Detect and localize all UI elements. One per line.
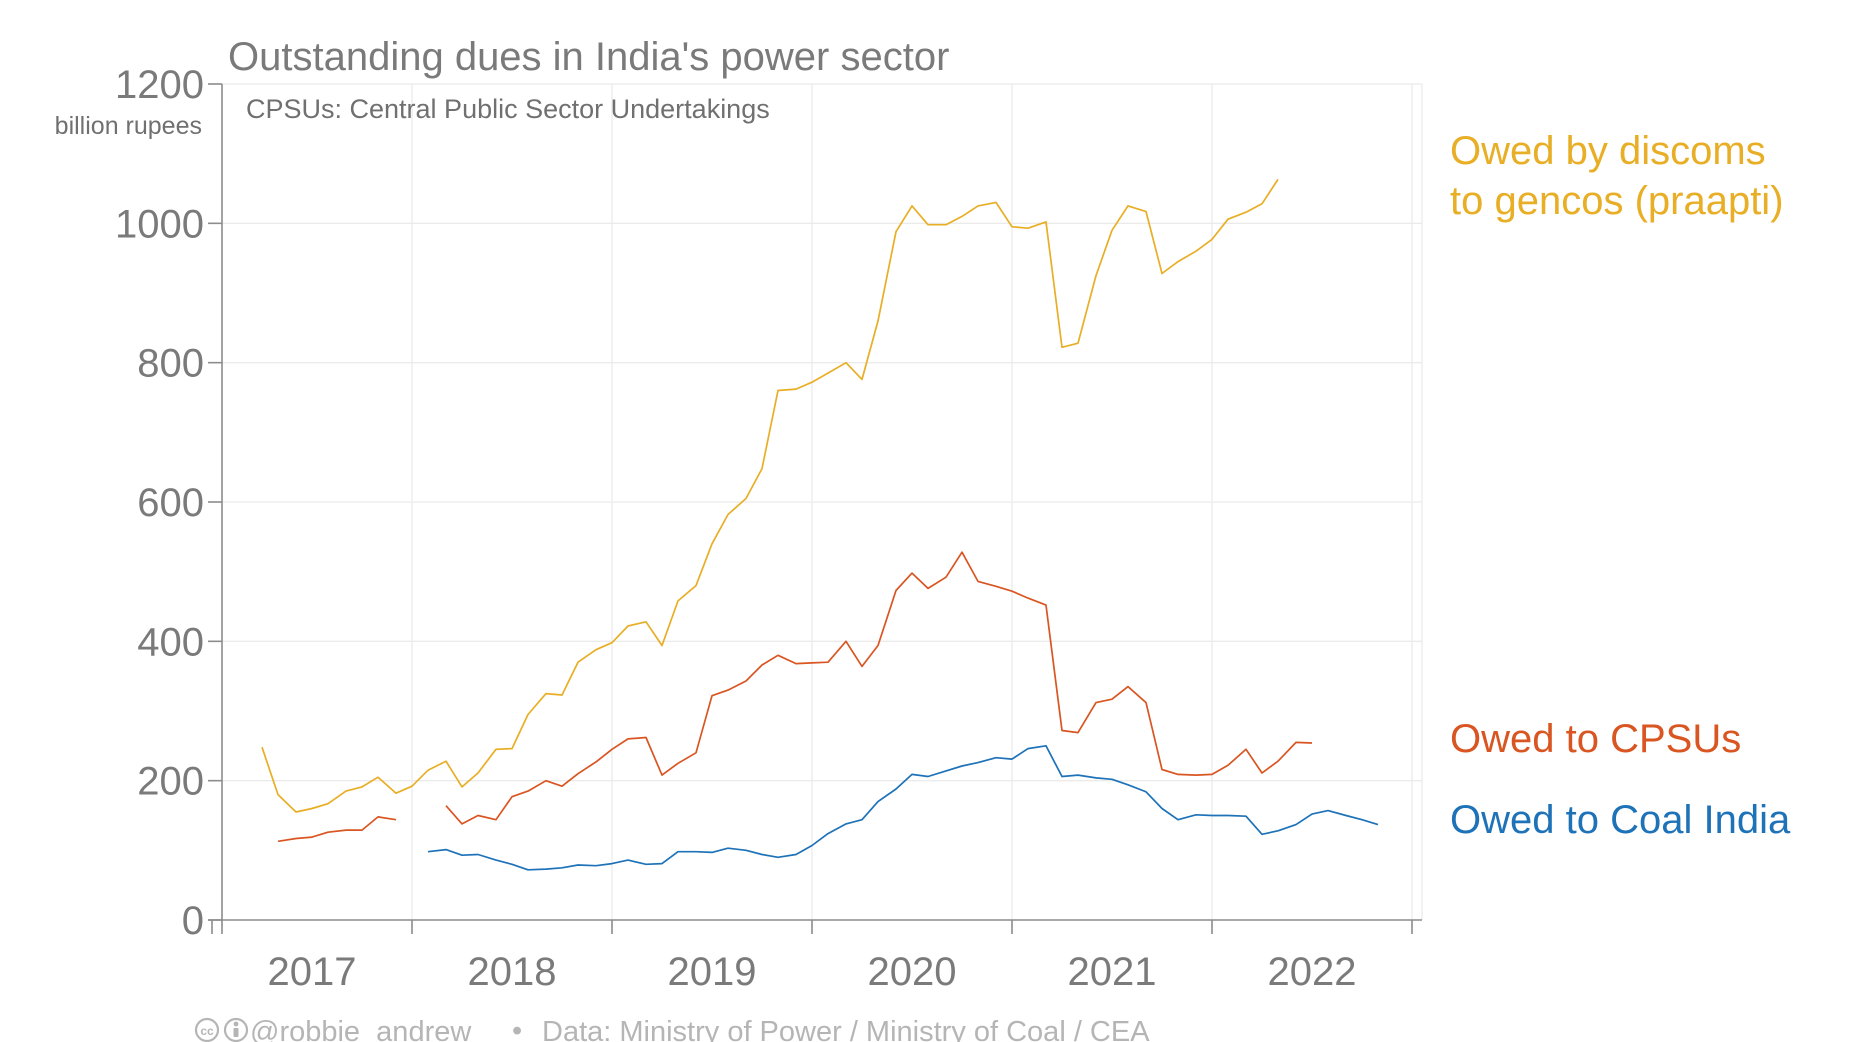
legend-label-0-line-1: to gencos (praapti)	[1450, 179, 1784, 223]
x-tick-label: 2021	[1068, 950, 1157, 994]
series-line-2-segment-0	[427, 744, 1379, 871]
y-tick-label: 800	[137, 342, 204, 386]
y-unit-label: billion rupees	[55, 112, 202, 140]
chart-title: Outstanding dues in India's power sector	[228, 35, 949, 79]
cc-license-icon: cc	[194, 1017, 220, 1042]
x-tick-label: 2017	[268, 950, 357, 994]
footer: cc @robbie_andrew • Data: Ministry of Po…	[194, 1015, 1150, 1042]
x-tick-label: 2019	[668, 950, 757, 994]
series-line-1-segment-1	[445, 551, 1313, 825]
series-line-0-segment-0	[261, 178, 1279, 813]
y-tick-label: 0	[182, 899, 204, 943]
axes	[208, 84, 1422, 934]
y-tick-label: 1000	[115, 202, 204, 246]
series-lines	[261, 178, 1379, 871]
y-tick-label: 1200	[115, 63, 204, 107]
legend-label-0-line-0: Owed by discoms	[1450, 129, 1766, 173]
x-tick-label: 2022	[1268, 950, 1357, 994]
y-tick-label: 400	[137, 620, 204, 664]
series-line-1-segment-0	[277, 816, 397, 843]
legend-label-1-line-0: Owed to CPSUs	[1450, 717, 1741, 761]
y-tick-label: 600	[137, 481, 204, 525]
legend-label-2-line-0: Owed to Coal India	[1450, 798, 1791, 842]
legend: Owed by discoms to gencos (praapti) Owed t…	[1450, 129, 1791, 842]
ticks: 0 200 400 600 800 1000 1200 2017 2018 2019 2020 202…	[115, 63, 1413, 994]
footer-source: Data: Ministry of Power / Ministry of Co…	[542, 1016, 1150, 1042]
footer-credit: @robbie_andrew	[250, 1016, 472, 1042]
chart-subtitle: CPSUs: Central Public Sector Undertaking…	[246, 94, 770, 124]
grid	[222, 83, 1423, 920]
footer-separator: •	[512, 1015, 522, 1042]
x-tick-label: 2020	[868, 950, 957, 994]
y-tick-label: 200	[137, 760, 204, 804]
svg-text:cc: cc	[200, 1024, 214, 1038]
attribution-icon	[223, 1017, 249, 1042]
x-tick-label: 2018	[468, 950, 557, 994]
